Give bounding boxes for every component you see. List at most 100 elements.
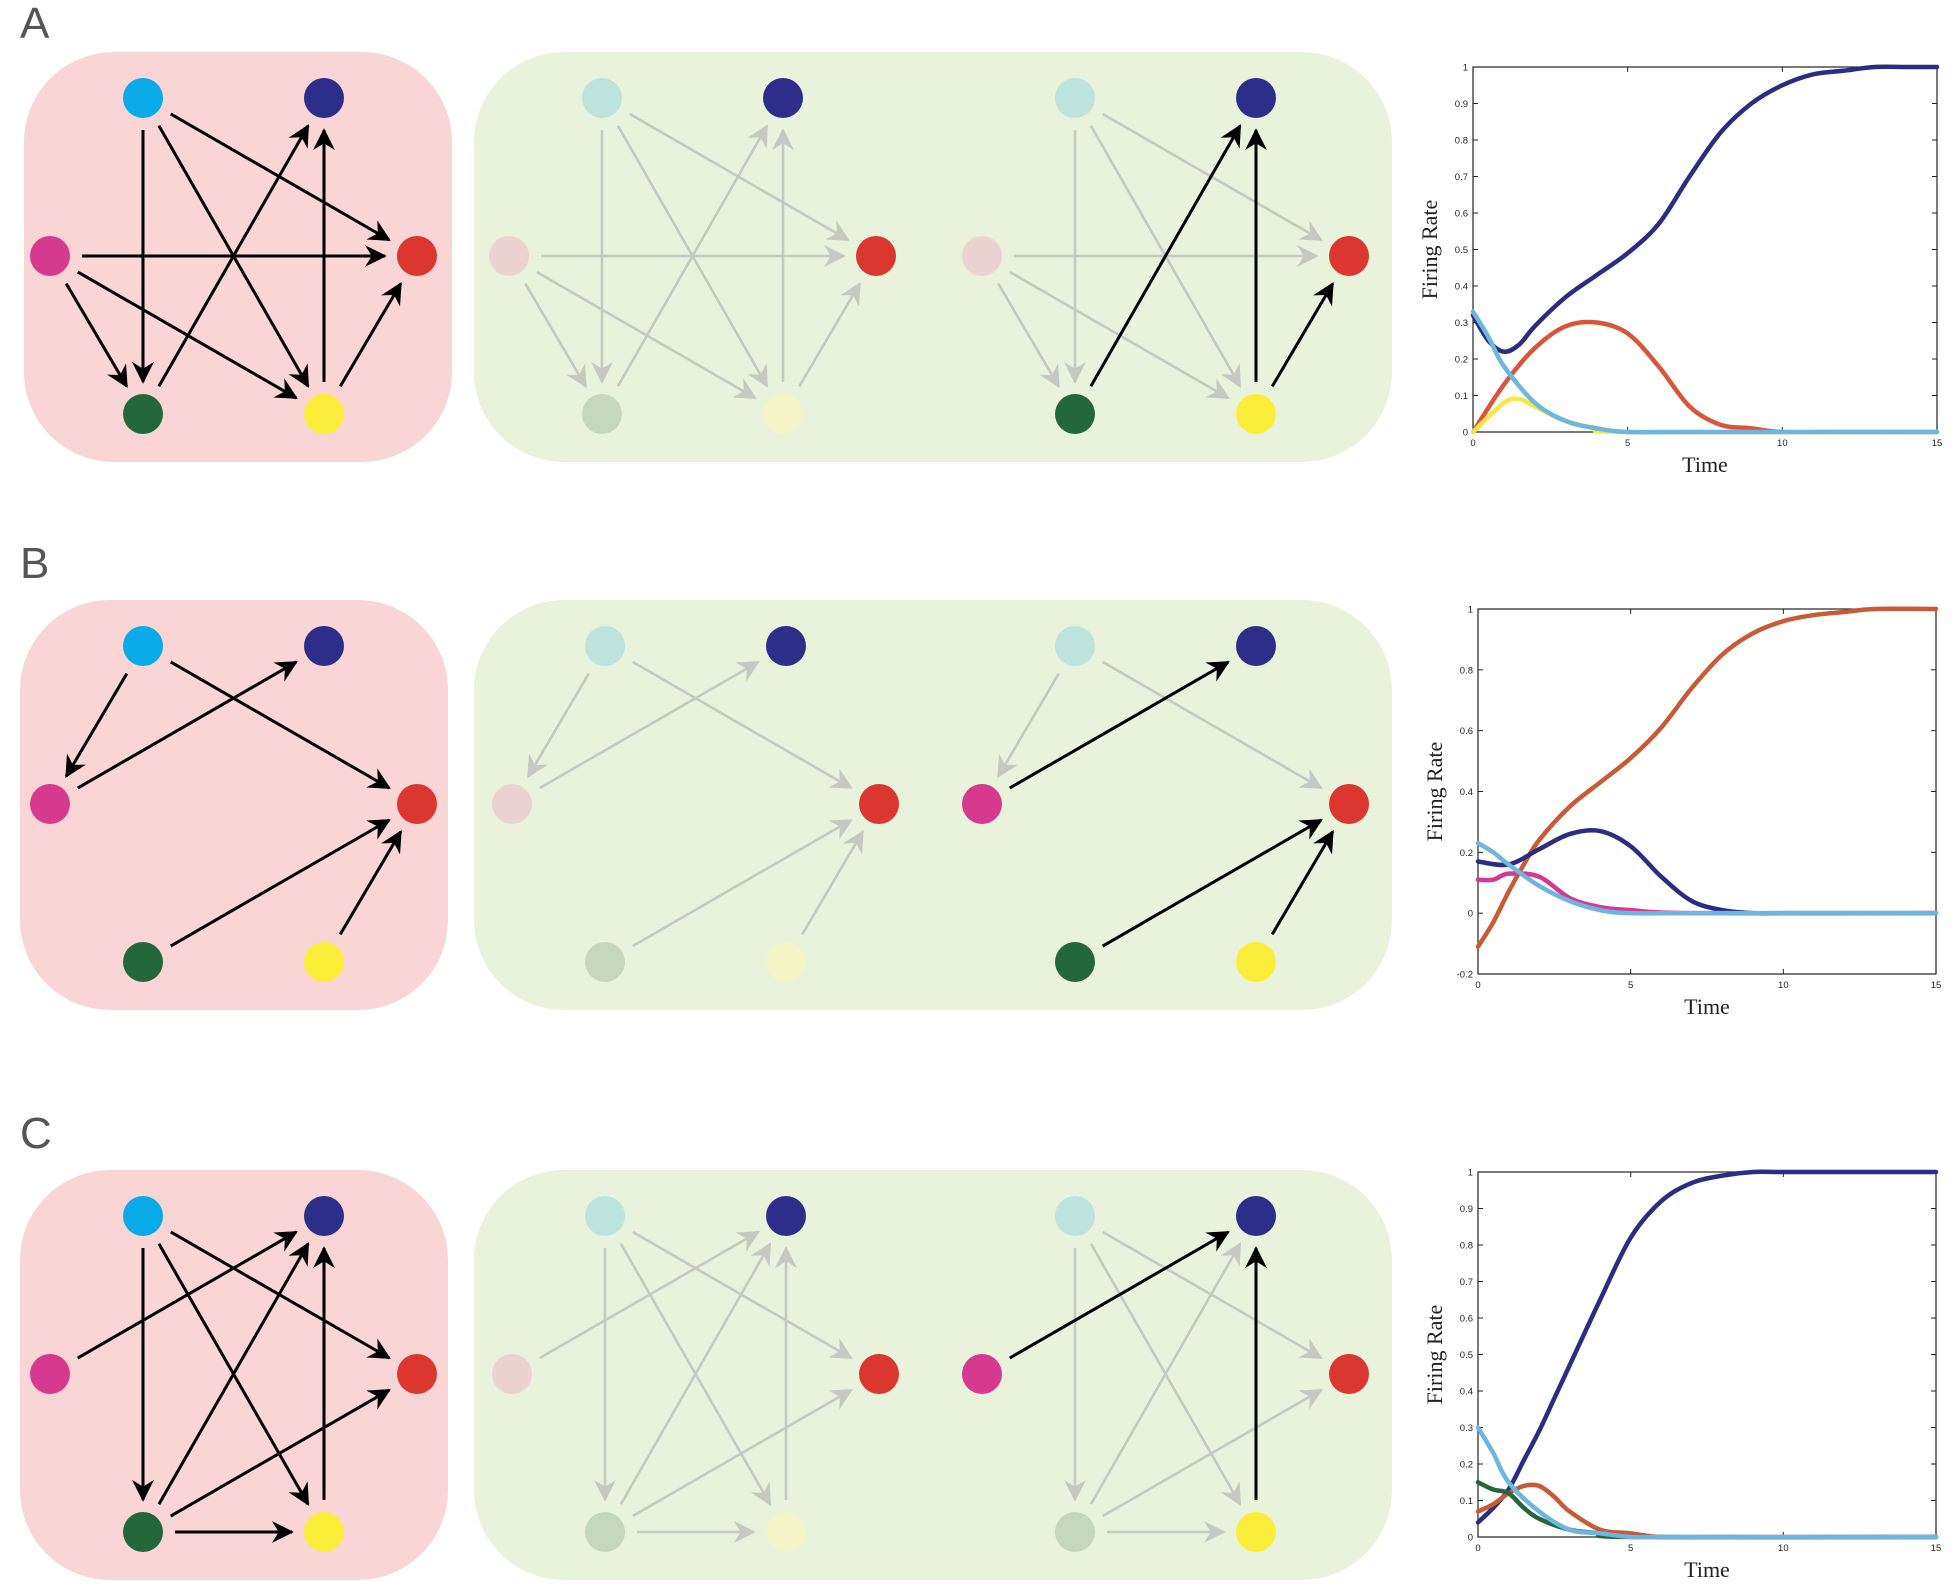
chart-c: 0 5 10 15 0 0.1 0.2 0.3 0.4 0.5 0.6 0.7 0.8 0.9 1 Time F…	[1422, 1168, 1941, 1583]
panel-label-a: A	[20, 0, 50, 48]
series-line-lightblue	[1475, 1425, 1939, 1540]
node-magenta	[492, 784, 532, 824]
node-magenta	[492, 1354, 532, 1394]
network-a-faded	[489, 78, 896, 434]
node-magenta	[962, 1354, 1002, 1394]
y-axis-label: Firing Rate	[1422, 1305, 1447, 1405]
node-navy	[304, 626, 344, 666]
plot-area	[1477, 608, 1937, 975]
edge-yellow-to-red	[801, 829, 864, 936]
edge-lightblue-to-red	[632, 660, 853, 790]
node-red	[859, 784, 899, 824]
edge-darkgreen-to-navy	[157, 124, 310, 387]
x-tick-label: 15	[1931, 980, 1942, 991]
edge-darkgreen-to-red	[1101, 818, 1323, 948]
x-tick-label: 0	[1475, 980, 1480, 991]
node-lightblue	[1055, 626, 1095, 666]
network-a-partial	[962, 78, 1369, 434]
y-tick-label: 0.6	[1460, 1314, 1473, 1325]
node-magenta	[30, 236, 70, 276]
node-magenta	[962, 236, 1002, 276]
y-tick-label: 0	[1468, 909, 1473, 920]
edge-darkgreen-to-red	[632, 1388, 853, 1518]
edge-yellow-to-red	[338, 829, 403, 936]
y-tick-label: -0.2	[1457, 970, 1473, 981]
edge-yellow-to-red	[1270, 281, 1335, 388]
y-tick-label: 0.2	[1455, 355, 1468, 366]
y-tick-label: 0.4	[1460, 1387, 1473, 1398]
node-yellow	[304, 394, 344, 434]
chart-a: 0 5 10 15 0 0.1 0.2 0.3 0.4 0.5 0.6 0.7 0.8 0.9 1 Time F…	[1417, 63, 1942, 478]
edge-magenta-to-navy	[539, 1230, 760, 1360]
node-red	[859, 1354, 899, 1394]
node-lightblue	[123, 626, 163, 666]
network-b-partial	[962, 626, 1369, 982]
node-darkgreen	[1055, 394, 1095, 434]
node-navy	[1236, 626, 1276, 666]
panel-label-b: B	[20, 539, 49, 588]
edge-yellow-to-red	[1270, 829, 1335, 936]
plot-area	[1477, 1171, 1937, 1538]
y-tick-label: 0	[1468, 1533, 1473, 1544]
node-yellow	[1236, 1512, 1276, 1552]
node-yellow	[1236, 942, 1276, 982]
y-tick-label: 0.8	[1460, 665, 1473, 676]
node-navy	[1236, 1196, 1276, 1236]
node-navy	[304, 78, 344, 118]
node-darkgreen	[582, 394, 622, 434]
y-tick-label: 0.7	[1460, 1277, 1473, 1288]
x-axis-label: Time	[1682, 452, 1728, 477]
node-lightblue	[123, 1196, 163, 1236]
y-tick-label: 0.9	[1460, 1204, 1473, 1215]
y-tick-label: 0.9	[1455, 99, 1468, 110]
series-line-navy	[1470, 64, 1940, 354]
x-tick-label: 5	[1628, 1543, 1633, 1554]
edge-yellow-to-red	[798, 281, 861, 388]
node-yellow	[766, 942, 806, 982]
x-tick-label: 10	[1777, 438, 1788, 449]
node-yellow	[304, 1512, 344, 1552]
y-tick-label: 0.3	[1460, 1423, 1473, 1434]
node-yellow	[1236, 394, 1276, 434]
node-magenta	[30, 784, 70, 824]
y-tick-label: 0.4	[1460, 787, 1473, 798]
y-tick-label: 0	[1463, 428, 1468, 439]
y-tick-label: 1	[1463, 63, 1468, 74]
node-red	[397, 1354, 437, 1394]
node-lightblue	[1055, 78, 1095, 118]
network-b-faded	[492, 626, 899, 982]
network-b-full	[30, 626, 437, 982]
node-red	[856, 236, 896, 276]
y-tick-label: 0.2	[1460, 1460, 1473, 1471]
y-tick-label: 1	[1468, 1168, 1473, 1179]
x-tick-label: 0	[1470, 438, 1475, 449]
edge-darkgreen-to-red	[169, 818, 391, 948]
y-tick-label: 0.3	[1455, 318, 1468, 329]
y-axis-label: Firing Rate	[1422, 742, 1447, 842]
node-magenta	[489, 236, 529, 276]
node-red	[1329, 784, 1369, 824]
node-darkgreen	[123, 1512, 163, 1552]
y-tick-label: 0.5	[1460, 1350, 1473, 1361]
node-lightblue	[1055, 1196, 1095, 1236]
node-lightblue	[123, 78, 163, 118]
panel-label-c: C	[20, 1109, 52, 1158]
node-darkgreen	[123, 942, 163, 982]
edge-magenta-to-navy	[76, 660, 298, 790]
node-navy	[763, 78, 803, 118]
edge-magenta-to-navy	[539, 660, 760, 790]
x-tick-label: 10	[1778, 980, 1789, 991]
edge-darkgreen-to-navy	[616, 124, 769, 387]
edge-darkgreen-to-red	[632, 818, 853, 948]
x-tick-label: 5	[1625, 438, 1630, 449]
node-darkgreen	[123, 394, 163, 434]
x-tick-label: 10	[1778, 1543, 1789, 1554]
y-tick-label: 0.8	[1455, 136, 1468, 147]
y-tick-label: 0.6	[1460, 726, 1473, 737]
node-yellow	[304, 942, 344, 982]
y-tick-label: 0.2	[1460, 848, 1473, 859]
network-c-full	[30, 1196, 437, 1552]
node-yellow	[763, 394, 803, 434]
edge-magenta-to-darkgreen	[524, 282, 587, 389]
y-tick-label: 0.1	[1460, 1496, 1473, 1507]
